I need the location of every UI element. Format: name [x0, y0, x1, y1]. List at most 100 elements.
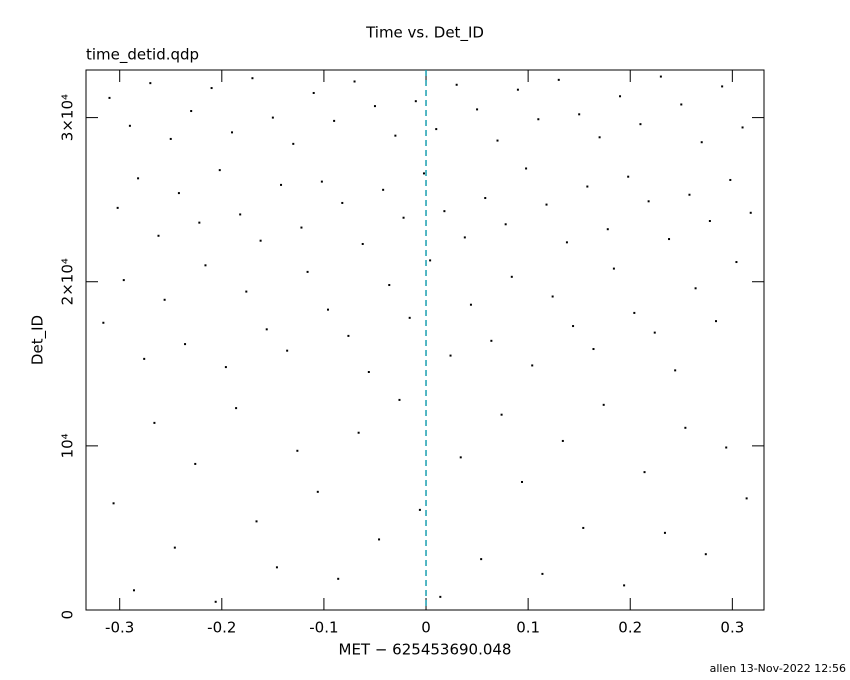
point — [741, 126, 744, 129]
point — [414, 100, 417, 103]
point — [353, 80, 356, 83]
point — [653, 331, 656, 334]
point — [122, 279, 125, 282]
point — [623, 584, 626, 587]
x-tick-label: -0.3 — [105, 619, 134, 637]
point — [198, 221, 201, 224]
point — [398, 398, 401, 401]
x-tick-label: 0.1 — [516, 619, 540, 637]
point — [659, 75, 662, 78]
point — [239, 213, 242, 216]
point — [469, 303, 472, 306]
y-tick-label: 2×10⁴ — [59, 258, 77, 305]
x-tick-label: -0.2 — [207, 619, 236, 637]
point — [500, 413, 503, 416]
point — [578, 113, 581, 116]
point — [455, 83, 458, 86]
point — [551, 295, 554, 298]
point — [582, 526, 585, 529]
point — [128, 124, 131, 127]
point — [382, 188, 385, 191]
point — [218, 169, 221, 172]
point — [326, 308, 329, 311]
point — [704, 553, 707, 556]
point — [484, 197, 487, 200]
point — [333, 119, 336, 122]
point — [592, 348, 595, 351]
point — [598, 136, 601, 139]
point — [378, 538, 381, 541]
x-tick-label: 0.2 — [618, 619, 642, 637]
point — [224, 366, 227, 369]
x-tick-label: -0.1 — [309, 619, 338, 637]
x-axis-label: MET − 625453690.048 — [339, 641, 512, 659]
point — [194, 462, 197, 465]
point — [341, 201, 344, 204]
point — [668, 238, 671, 241]
point — [320, 180, 323, 183]
point — [306, 270, 309, 273]
point — [700, 141, 703, 144]
point — [275, 566, 278, 569]
point — [184, 343, 187, 346]
point — [537, 118, 540, 121]
point — [510, 275, 513, 278]
point — [557, 78, 560, 81]
point — [525, 167, 528, 170]
point — [643, 471, 646, 474]
point — [408, 316, 411, 319]
point — [439, 595, 442, 598]
point — [721, 85, 724, 88]
point — [214, 600, 217, 603]
point — [429, 259, 432, 262]
x-tick-label: 0.3 — [720, 619, 744, 637]
point — [586, 185, 589, 188]
point — [204, 264, 207, 267]
point — [112, 502, 115, 505]
point — [521, 480, 524, 483]
point — [572, 325, 575, 328]
point — [153, 421, 156, 424]
point — [177, 192, 180, 195]
point — [361, 242, 364, 245]
point — [561, 439, 564, 442]
point — [169, 137, 172, 140]
point — [725, 446, 728, 449]
point — [190, 110, 193, 113]
point — [312, 91, 315, 94]
point — [280, 183, 283, 186]
point — [347, 334, 350, 337]
point — [504, 223, 507, 226]
point — [463, 236, 466, 239]
point — [259, 239, 262, 242]
y-axis-label: Det_ID — [29, 315, 48, 365]
point — [108, 96, 111, 99]
point — [688, 193, 691, 196]
point — [674, 369, 677, 372]
footer: allen 13-Nov-2022 12:56 — [710, 662, 846, 675]
point — [422, 172, 425, 175]
point — [749, 211, 752, 214]
point — [647, 200, 650, 203]
point — [210, 87, 213, 90]
point — [255, 520, 258, 523]
point — [251, 77, 254, 80]
point — [132, 589, 135, 592]
point — [490, 339, 493, 342]
point — [265, 328, 268, 331]
point — [443, 210, 446, 213]
y-tick-label: 10⁴ — [59, 433, 77, 458]
point — [388, 284, 391, 287]
point — [663, 531, 666, 534]
point — [402, 216, 405, 219]
point — [137, 177, 140, 180]
point — [602, 403, 605, 406]
plot-frame — [85, 69, 765, 611]
point — [619, 95, 622, 98]
point — [245, 290, 248, 293]
point — [459, 456, 462, 459]
point — [149, 82, 152, 85]
point — [102, 321, 105, 324]
